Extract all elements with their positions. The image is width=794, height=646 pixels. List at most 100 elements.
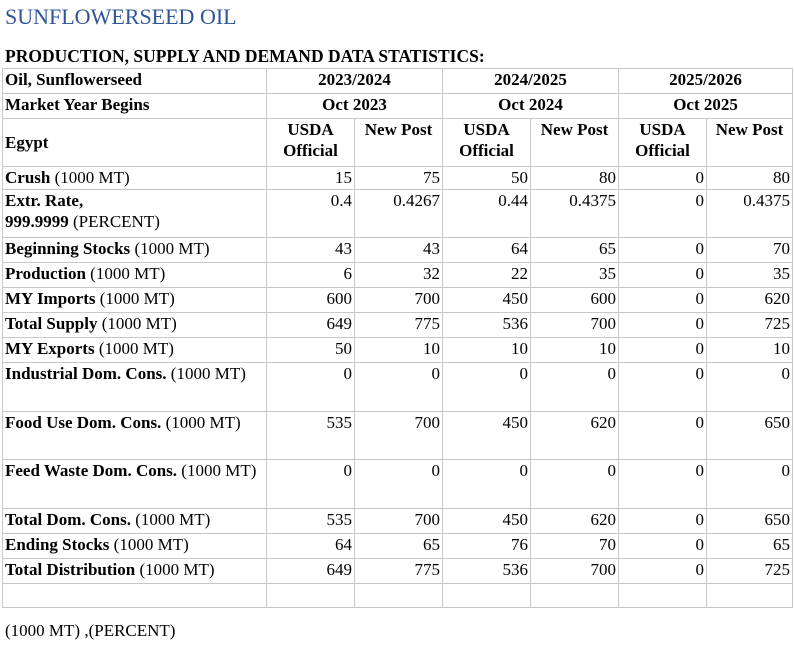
value-cell: 10: [706, 337, 794, 363]
row-label: MY Imports (1000 MT): [2, 287, 267, 313]
market-year-begins-label: Market Year Begins: [2, 93, 267, 119]
row-unit: (1000 MT): [109, 535, 189, 554]
value-cell: 0: [442, 362, 532, 412]
table-row: MY Exports (1000 MT) 50 10 10 10 0 10: [2, 337, 794, 363]
value-cell: 0: [353, 362, 444, 412]
row-label: Food Use Dom. Cons. (1000 MT): [2, 411, 267, 460]
value-cell: 700: [530, 558, 620, 584]
year-header-2024: 2024/2025: [442, 68, 620, 94]
table-row: Total Supply (1000 MT) 649 775 536 700 0 725: [2, 312, 794, 338]
value-cell: 70: [530, 533, 620, 559]
row-label: Total Dom. Cons. (1000 MT): [2, 508, 267, 534]
table-row: Beginning Stocks (1000 MT) 43 43 64 65 0 70: [2, 237, 794, 263]
value-cell: 0.4375: [530, 189, 620, 238]
row-label-name: Ending Stocks: [5, 535, 110, 554]
value-cell: 535: [266, 411, 355, 460]
row-label: Total Distribution (1000 MT): [2, 558, 267, 584]
begins-2023: Oct 2023: [265, 93, 444, 119]
table-row: Production (1000 MT) 6 32 22 35 0 35: [2, 262, 794, 288]
value-cell: 10: [530, 337, 620, 363]
blank-row: [2, 583, 794, 608]
value-cell: 0: [706, 362, 794, 412]
row-unit: (1000 MT): [95, 289, 175, 308]
row-label: Beginning Stocks (1000 MT): [2, 237, 267, 263]
value-cell: 536: [442, 558, 532, 584]
row-label-name: Production: [5, 264, 86, 283]
value-cell: 725: [706, 312, 794, 338]
row-label: Total Supply (1000 MT): [2, 312, 267, 338]
row-label-name: Industrial Dom. Cons.: [5, 364, 167, 383]
row-unit: (1000 MT): [130, 239, 210, 258]
value-cell: 0: [618, 411, 708, 460]
row-label: MY Exports (1000 MT): [2, 337, 267, 363]
value-cell: 650: [706, 411, 794, 460]
row-unit: (PERCENT): [68, 212, 160, 231]
row-label: Industrial Dom. Cons. (1000 MT): [2, 362, 267, 412]
value-cell: 10: [353, 337, 444, 363]
row-unit: (1000 MT): [85, 264, 166, 283]
col-usda-official: USDA Official: [442, 118, 532, 167]
row-unit: (1000 MT): [161, 413, 241, 432]
value-cell: 75: [353, 166, 444, 190]
value-cell: 0: [618, 459, 708, 509]
row-label-name: Feed Waste Dom. Cons.: [5, 461, 178, 480]
year-header-2023: 2023/2024: [265, 68, 444, 94]
table-row: Feed Waste Dom. Cons. (1000 MT) 0 0 0 0 0 0: [2, 459, 794, 509]
value-cell: 35: [706, 262, 794, 288]
value-cell: 649: [266, 558, 355, 584]
col-usda-official: USDA Official: [618, 118, 708, 167]
row-label-name: Crush: [5, 168, 51, 187]
value-cell: 0: [266, 362, 355, 412]
row-label: Crush (1000 MT): [2, 166, 267, 190]
value-cell: 450: [442, 508, 532, 534]
row-unit: (1000 MT): [94, 339, 174, 358]
value-cell: 600: [266, 287, 355, 313]
value-cell: 775: [353, 312, 444, 338]
value-cell: 35: [530, 262, 620, 288]
value-cell: 700: [353, 287, 444, 313]
row-label: Feed Waste Dom. Cons. (1000 MT): [2, 459, 267, 509]
row-label-name: MY Imports: [5, 289, 96, 308]
value-cell: 6: [266, 262, 355, 288]
value-cell: 620: [706, 287, 794, 313]
row-label-name: 999.9999: [5, 212, 69, 231]
value-cell: 15: [266, 166, 355, 190]
row-label: Production (1000 MT): [2, 262, 267, 288]
value-cell: 76: [442, 533, 532, 559]
table-row: Crush (1000 MT) 15 75 50 80 0 80: [2, 166, 794, 190]
row-unit: (1000 MT): [50, 168, 130, 187]
row-label-name: Total Supply: [5, 314, 98, 333]
value-cell: 80: [706, 166, 794, 190]
value-cell: 22: [442, 262, 532, 288]
value-cell: 725: [706, 558, 794, 584]
col-new-post: New Post: [706, 118, 794, 167]
row-label: Ending Stocks (1000 MT): [2, 533, 267, 559]
psd-table: Oil, Sunflowerseed 2023/2024 2024/2025 2…: [2, 68, 794, 608]
row-label-name: MY Exports: [5, 339, 95, 358]
value-cell: 0: [353, 459, 444, 509]
footnote: (1000 MT) ,(PERCENT): [5, 621, 176, 640]
year-header-2025: 2025/2026: [618, 68, 794, 94]
value-cell: 600: [530, 287, 620, 313]
row-unit: (1000 MT): [166, 364, 246, 383]
header-row-year: Oil, Sunflowerseed 2023/2024 2024/2025 2…: [2, 68, 794, 94]
value-cell: 620: [530, 508, 620, 534]
value-cell: 0: [530, 362, 620, 412]
table-subtitle: PRODUCTION, SUPPLY AND DEMAND DATA STATI…: [5, 46, 485, 66]
table-row: MY Imports (1000 MT) 600 700 450 600 0 620: [2, 287, 794, 313]
value-cell: 0: [618, 262, 708, 288]
value-cell: 65: [530, 237, 620, 263]
row-unit: (1000 MT): [130, 510, 211, 529]
value-cell: 65: [706, 533, 794, 559]
value-cell: 0: [618, 166, 708, 190]
value-cell: 0: [618, 337, 708, 363]
table-row: Food Use Dom. Cons. (1000 MT) 535 700 450 62…: [2, 411, 794, 460]
value-cell: 0: [618, 189, 708, 238]
value-cell: 649: [266, 312, 355, 338]
row-label-name: Food Use Dom. Cons.: [5, 413, 162, 432]
value-cell: 0: [618, 533, 708, 559]
table-row: Total Dom. Cons. (1000 MT) 535 700 450 620 0 6…: [2, 508, 794, 534]
header-row-columns: Egypt USDA Official New Post USDA Official…: [2, 118, 794, 167]
value-cell: 0.44: [442, 189, 532, 238]
table-row: Ending Stocks (1000 MT) 64 65 76 70 0 65: [2, 533, 794, 559]
